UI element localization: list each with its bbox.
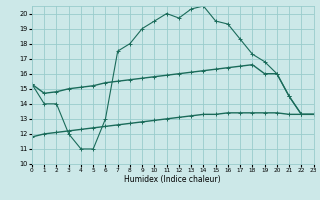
- X-axis label: Humidex (Indice chaleur): Humidex (Indice chaleur): [124, 175, 221, 184]
